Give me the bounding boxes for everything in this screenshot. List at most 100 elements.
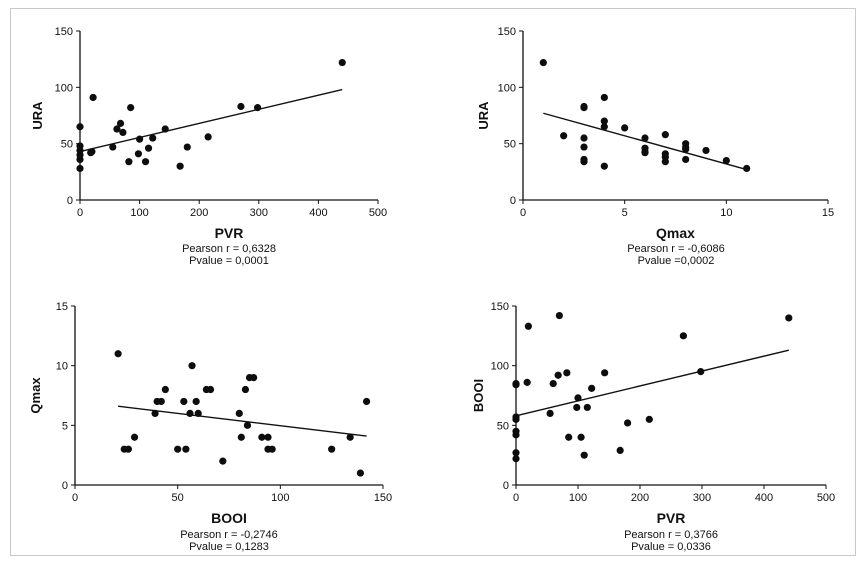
data-point	[616, 446, 624, 454]
y-tick-label: 0	[62, 480, 68, 492]
x-tick-label: 500	[817, 492, 835, 504]
data-point	[127, 104, 135, 112]
x-axis-label: PVR	[215, 225, 244, 241]
data-point	[539, 58, 547, 67]
data-point	[573, 403, 581, 412]
data-point	[264, 433, 272, 441]
y-tick-label: 15	[56, 301, 68, 313]
data-point	[512, 413, 520, 421]
y-tick-label: 100	[491, 361, 509, 373]
x-tick-label: 300	[250, 207, 268, 219]
data-point	[237, 102, 245, 111]
data-point	[89, 93, 97, 102]
data-point	[258, 433, 266, 441]
data-point	[679, 332, 688, 340]
data-point	[743, 164, 751, 173]
data-point	[645, 415, 653, 423]
data-point	[702, 146, 710, 155]
data-point	[682, 145, 690, 153]
data-point	[183, 143, 191, 151]
data-point	[149, 134, 157, 142]
data-point	[512, 455, 520, 463]
y-tick-label: 5	[62, 420, 68, 432]
data-point	[206, 385, 215, 394]
data-point	[346, 433, 354, 441]
data-point	[580, 134, 588, 142]
data-point	[141, 158, 150, 166]
x-tick-label: 400	[755, 492, 773, 504]
data-point	[188, 362, 196, 370]
data-point	[180, 397, 188, 406]
x-tick-label: 100	[271, 492, 289, 504]
data-point	[641, 149, 649, 157]
data-point	[697, 368, 705, 376]
data-point	[157, 397, 165, 406]
x-axis-label: BOOI	[211, 510, 247, 526]
data-point	[235, 409, 243, 417]
regression-line	[515, 349, 789, 417]
p-value-label: Pvalue = 0,1283	[189, 541, 269, 553]
x-tick-label: 200	[190, 207, 208, 219]
y-tick-label: 150	[55, 26, 73, 38]
data-point	[243, 421, 252, 429]
data-point	[254, 104, 262, 112]
x-tick-label: 15	[822, 207, 834, 219]
data-point	[600, 162, 608, 170]
data-point	[338, 58, 346, 67]
x-tick-label: 300	[693, 492, 711, 504]
data-point	[182, 445, 190, 453]
y-tick-label: 150	[498, 26, 516, 38]
x-axis-label: Qmax	[656, 225, 695, 241]
y-tick-label: 100	[55, 82, 73, 94]
data-point	[577, 433, 585, 441]
data-point	[600, 123, 608, 131]
data-point	[512, 427, 520, 435]
chart-3: 0 50 100 150 0 5 10 15 BOOI Qmax Pearson r = -0,27…	[28, 301, 392, 553]
data-point	[113, 125, 121, 133]
x-tick-label: 150	[374, 492, 392, 504]
x-tick-label: 500	[369, 207, 387, 219]
data-point	[76, 142, 84, 150]
y-tick-label: 150	[491, 301, 509, 313]
data-point	[624, 419, 632, 427]
data-point	[176, 162, 184, 170]
data-point	[601, 369, 609, 377]
data-point	[268, 445, 276, 453]
chart-1: 0 100 200 300 400 500 0 50 100 150 PVR URA Pearson r…	[30, 26, 387, 267]
data-point	[580, 104, 588, 112]
data-point	[204, 133, 212, 141]
y-tick-label: 0	[67, 195, 73, 207]
data-point	[565, 433, 573, 441]
regression-line	[118, 405, 367, 437]
pearson-r-label: Pearson r = 0,6328	[182, 243, 276, 255]
data-point	[574, 394, 582, 402]
x-tick-label: 100	[130, 207, 148, 219]
data-point	[580, 158, 588, 166]
data-point	[192, 397, 200, 406]
x-tick-label: 0	[513, 492, 519, 504]
data-point	[241, 385, 250, 394]
p-value-label: Pvalue =0,0002	[638, 255, 715, 267]
y-axis-label: URA	[476, 101, 491, 130]
y-tick-label: 50	[61, 139, 73, 151]
data-point	[588, 384, 596, 392]
data-point	[600, 117, 608, 125]
x-tick-label: 10	[720, 207, 732, 219]
x-tick-label: 0	[72, 492, 78, 504]
y-tick-label: 0	[503, 480, 509, 492]
p-value-label: Pvalue = 0,0001	[189, 255, 269, 267]
data-point	[151, 409, 159, 417]
data-point	[785, 314, 793, 322]
x-tick-label: 50	[172, 492, 184, 504]
data-point	[563, 369, 571, 377]
data-point	[641, 134, 649, 142]
data-point	[661, 131, 669, 139]
data-point	[524, 322, 533, 330]
figure-frame	[10, 8, 856, 556]
x-tick-label: 100	[569, 492, 587, 504]
y-axis-label: URA	[30, 101, 45, 130]
data-point	[250, 374, 258, 382]
